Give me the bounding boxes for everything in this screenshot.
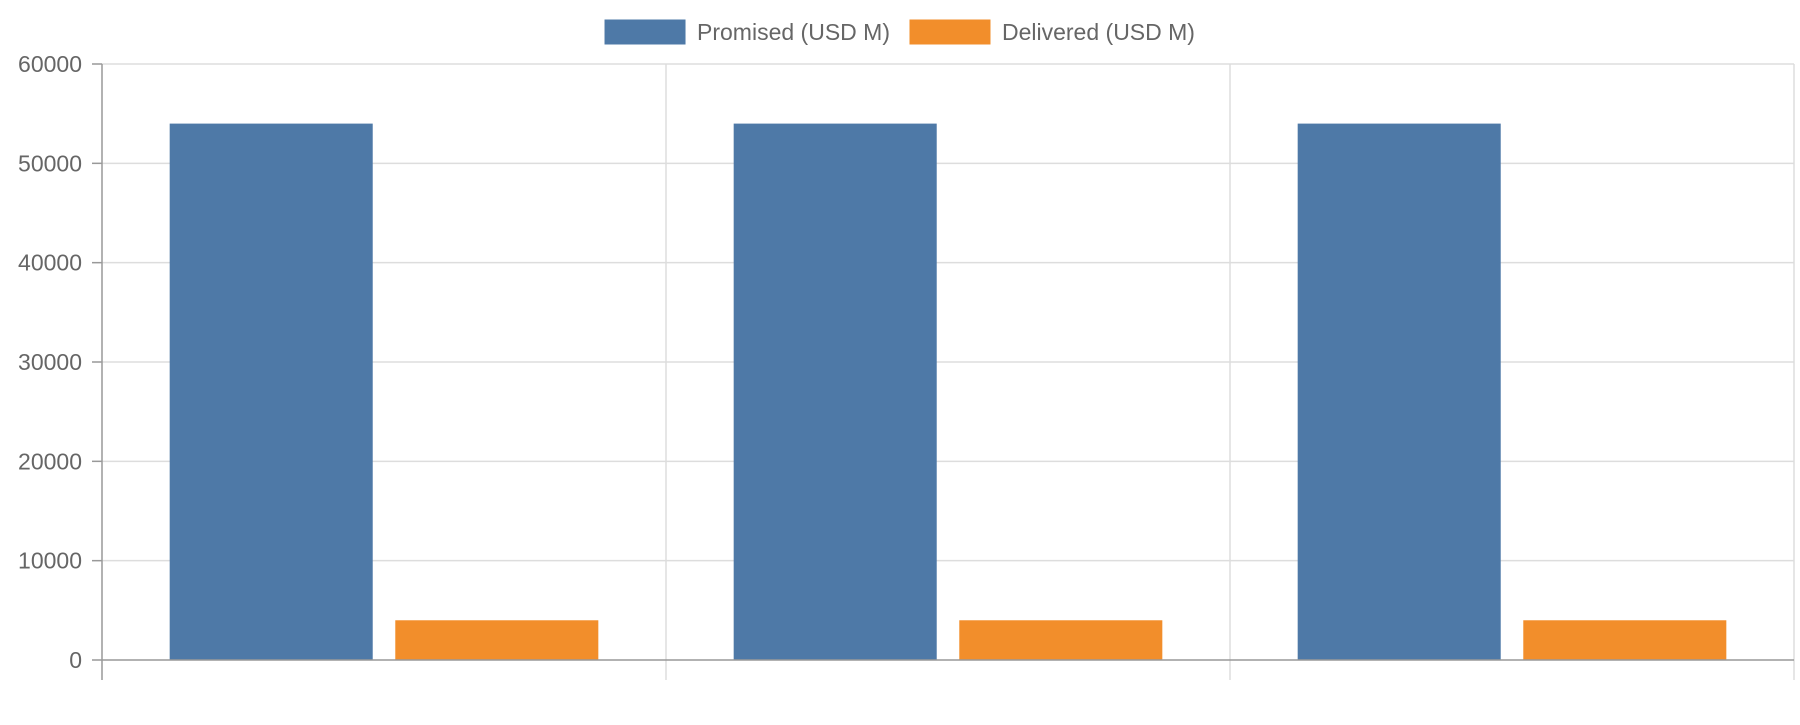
bar-delivered[interactable] — [1523, 620, 1727, 660]
bars — [169, 123, 1727, 661]
legend-swatch — [604, 19, 686, 45]
bar-delivered[interactable] — [395, 620, 599, 660]
y-tick-label: 40000 — [18, 250, 82, 276]
legend-item-promised[interactable]: Promised (USD M) — [604, 19, 890, 45]
y-tick-label: 50000 — [18, 150, 82, 176]
y-axis: 0 10000 20000 30000 40000 50000 60000 — [18, 51, 103, 680]
y-tick-label: 60000 — [18, 51, 82, 77]
grid-lines — [102, 63, 1795, 680]
y-tick-label: 20000 — [18, 448, 82, 474]
legend-swatch — [909, 19, 991, 45]
legend-label: Promised (USD M) — [697, 19, 890, 45]
legend: Promised (USD M) Delivered (USD M) — [604, 19, 1195, 45]
legend-item-delivered[interactable]: Delivered (USD M) — [909, 19, 1195, 45]
bar-delivered[interactable] — [959, 620, 1163, 660]
y-tick-label: 0 — [69, 647, 82, 673]
bar-promised[interactable] — [169, 123, 373, 661]
legend-label: Delivered (USD M) — [1002, 19, 1195, 45]
bar-promised[interactable] — [733, 123, 937, 661]
y-tick-label: 10000 — [18, 548, 82, 574]
y-tick-label: 30000 — [18, 349, 82, 375]
bar-promised[interactable] — [1297, 123, 1501, 661]
